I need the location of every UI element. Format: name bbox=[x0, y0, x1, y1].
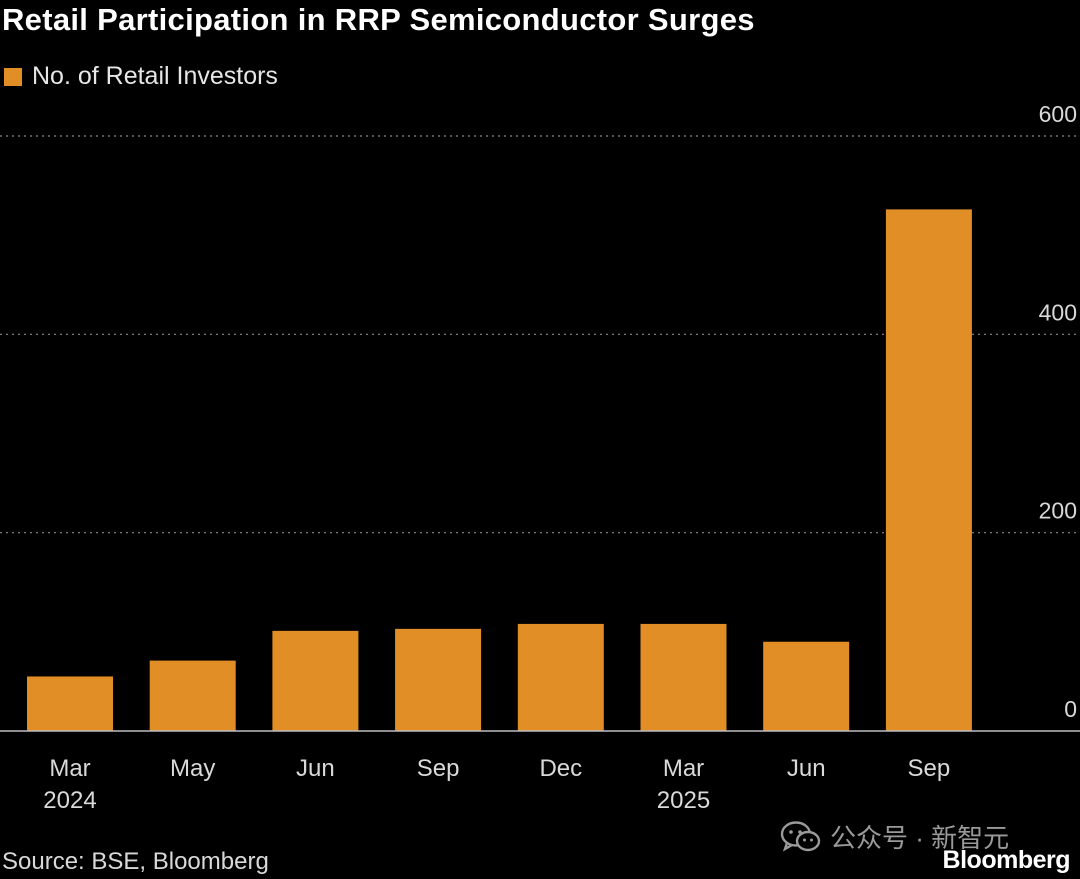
bar-sep bbox=[395, 628, 482, 731]
bloomberg-logo: Bloomberg bbox=[942, 846, 1071, 874]
y-tick-label: 600 bbox=[1039, 101, 1077, 127]
bar-mar bbox=[640, 623, 727, 731]
y-tick-label: 200 bbox=[1039, 498, 1077, 524]
x-year-label: 2024 bbox=[43, 787, 96, 814]
bar-dec bbox=[517, 623, 604, 731]
bar-mar bbox=[27, 676, 113, 731]
bar-may bbox=[149, 660, 236, 731]
x-tick-label: Sep bbox=[417, 755, 460, 782]
x-tick-label: Jun bbox=[296, 755, 335, 782]
chart-title: Retail Participation in RRP Semiconducto… bbox=[2, 2, 755, 37]
y-tick-label: 400 bbox=[1039, 299, 1077, 325]
legend-label: No. of Retail Investors bbox=[32, 62, 278, 90]
watermark-text: 公众号 · 新智元 bbox=[830, 823, 1010, 853]
x-tick-label: Jun bbox=[787, 755, 826, 782]
legend-swatch bbox=[4, 67, 22, 86]
x-tick-label: Mar bbox=[663, 755, 704, 782]
x-tick-label: Dec bbox=[539, 755, 582, 782]
bar-jun bbox=[272, 630, 359, 731]
x-year-label: 2025 bbox=[657, 787, 710, 814]
x-tick-label: Mar bbox=[49, 755, 90, 782]
x-tick-label: Sep bbox=[908, 755, 951, 782]
watermark: 公众号 · 新智元 bbox=[780, 818, 1009, 855]
wechat-icon bbox=[780, 820, 821, 852]
legend: No. of Retail Investors bbox=[4, 62, 278, 91]
y-tick-label: 0 bbox=[1064, 696, 1077, 722]
bar-sep bbox=[885, 209, 972, 732]
bar-jun bbox=[763, 641, 850, 731]
source-note: Source: BSE, Bloomberg bbox=[2, 848, 269, 875]
x-tick-label: May bbox=[170, 755, 215, 782]
